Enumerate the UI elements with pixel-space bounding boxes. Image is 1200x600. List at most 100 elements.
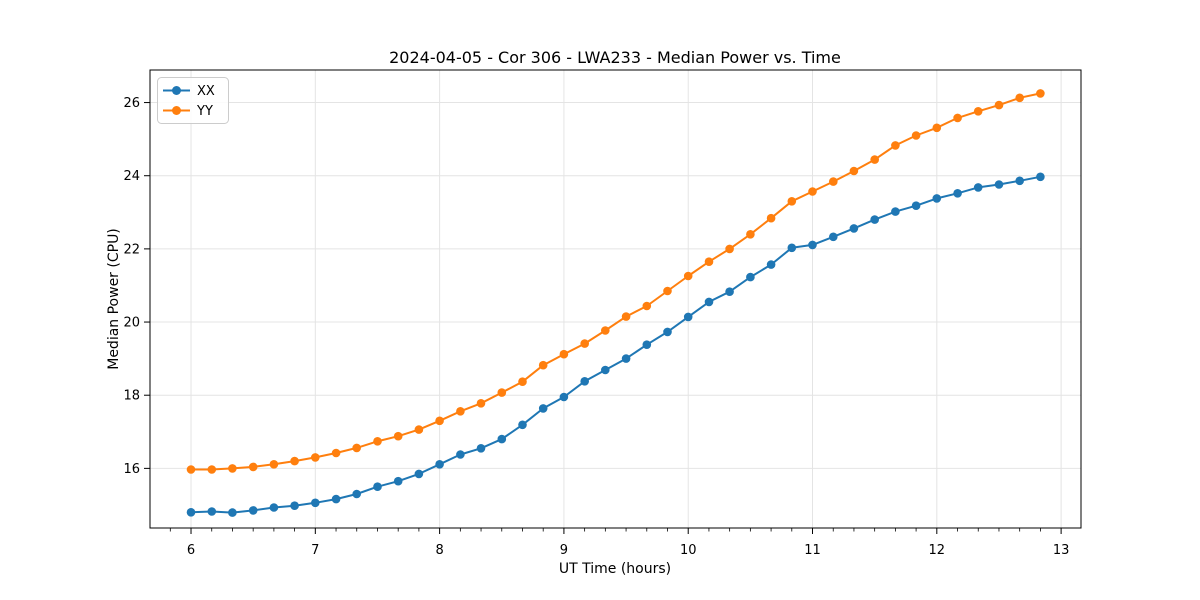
y-tick-label: 18 [123, 389, 140, 404]
data-point [725, 287, 734, 297]
legend: XX YY [157, 77, 229, 124]
data-point [538, 360, 548, 370]
data-point [352, 443, 362, 453]
data-point [870, 155, 879, 164]
data-point [704, 257, 714, 267]
legend-box [157, 77, 229, 124]
legend-entry-yy: YY [163, 104, 213, 119]
data-point [601, 326, 610, 335]
data-point [186, 508, 196, 517]
x-tick-label: 6 [187, 543, 195, 558]
data-point [331, 494, 341, 504]
legend-marker-xx [172, 86, 181, 95]
legend-marker-yy [172, 106, 181, 115]
series-lines [186, 89, 1045, 517]
data-point [1015, 176, 1024, 186]
data-point [559, 349, 569, 359]
data-point [973, 183, 983, 192]
data-point [663, 286, 672, 296]
data-point [621, 312, 631, 321]
x-tick-label: 11 [804, 543, 821, 558]
data-point [580, 377, 589, 386]
series-xx [186, 172, 1045, 517]
y-tick-label: 20 [123, 316, 140, 331]
data-point [725, 244, 734, 254]
x-tick-label: 7 [311, 543, 319, 558]
data-point [746, 272, 755, 282]
legend-label-yy: YY [196, 104, 213, 119]
data-point [207, 465, 217, 474]
x-axis-label: UT Time (hours) [559, 561, 671, 577]
data-point [642, 301, 652, 311]
data-point [456, 450, 465, 459]
data-point [414, 469, 424, 479]
data-point [1015, 93, 1024, 103]
data-point [766, 260, 776, 269]
data-point [932, 123, 942, 133]
data-point [414, 425, 424, 434]
data-point [393, 431, 403, 441]
data-point [787, 197, 797, 206]
data-point [497, 388, 507, 397]
data-point [891, 207, 900, 216]
data-point [228, 508, 237, 517]
y-tick-label: 26 [123, 96, 140, 111]
data-point [973, 107, 983, 116]
data-point [373, 482, 382, 492]
data-point [269, 460, 279, 469]
data-point [849, 166, 859, 176]
data-point [953, 189, 962, 198]
data-point [663, 327, 672, 337]
data-point [1036, 89, 1045, 98]
data-point [683, 312, 693, 322]
data-point [248, 506, 258, 515]
data-point [518, 420, 527, 430]
data-point [891, 141, 900, 150]
grid [150, 70, 1081, 528]
data-point [746, 230, 755, 239]
data-point [953, 113, 962, 123]
data-point [393, 476, 403, 486]
x-tick-label: 12 [929, 543, 946, 558]
x-tick-label: 9 [560, 543, 568, 558]
data-point [290, 456, 299, 466]
data-point [683, 271, 693, 281]
data-point [932, 194, 942, 203]
data-point [994, 100, 1004, 110]
data-point [808, 240, 817, 250]
data-point [538, 404, 548, 413]
data-point [207, 507, 217, 516]
data-point [435, 416, 444, 426]
data-point [994, 180, 1004, 189]
data-point [1036, 172, 1045, 182]
chart-title: 2024-04-05 - Cor 306 - LWA233 - Median P… [389, 48, 841, 67]
y-axis-label: Median Power (CPU) [106, 228, 122, 370]
plot-area-border [149, 69, 1082, 529]
series-line-yy [190, 92, 1042, 471]
data-point [766, 213, 776, 223]
data-point [911, 131, 921, 140]
data-point [829, 232, 838, 242]
data-point [642, 340, 652, 350]
data-point [456, 407, 465, 416]
data-point [829, 177, 838, 186]
data-point [290, 501, 299, 511]
data-point [311, 453, 320, 462]
data-point [476, 444, 486, 453]
data-point [311, 498, 320, 508]
data-point [911, 201, 921, 210]
x-tick-label: 10 [680, 543, 697, 558]
data-point [435, 460, 444, 469]
data-point [704, 297, 714, 307]
data-point [518, 377, 527, 387]
y-tick-label: 24 [123, 169, 140, 184]
data-point [870, 215, 879, 224]
data-point [601, 365, 610, 375]
data-point [580, 339, 589, 348]
x-axis: 6 7 8 9 10 11 12 13 [169, 528, 1069, 558]
data-point [228, 464, 237, 473]
y-tick-label: 16 [123, 462, 140, 477]
data-point [186, 465, 196, 474]
